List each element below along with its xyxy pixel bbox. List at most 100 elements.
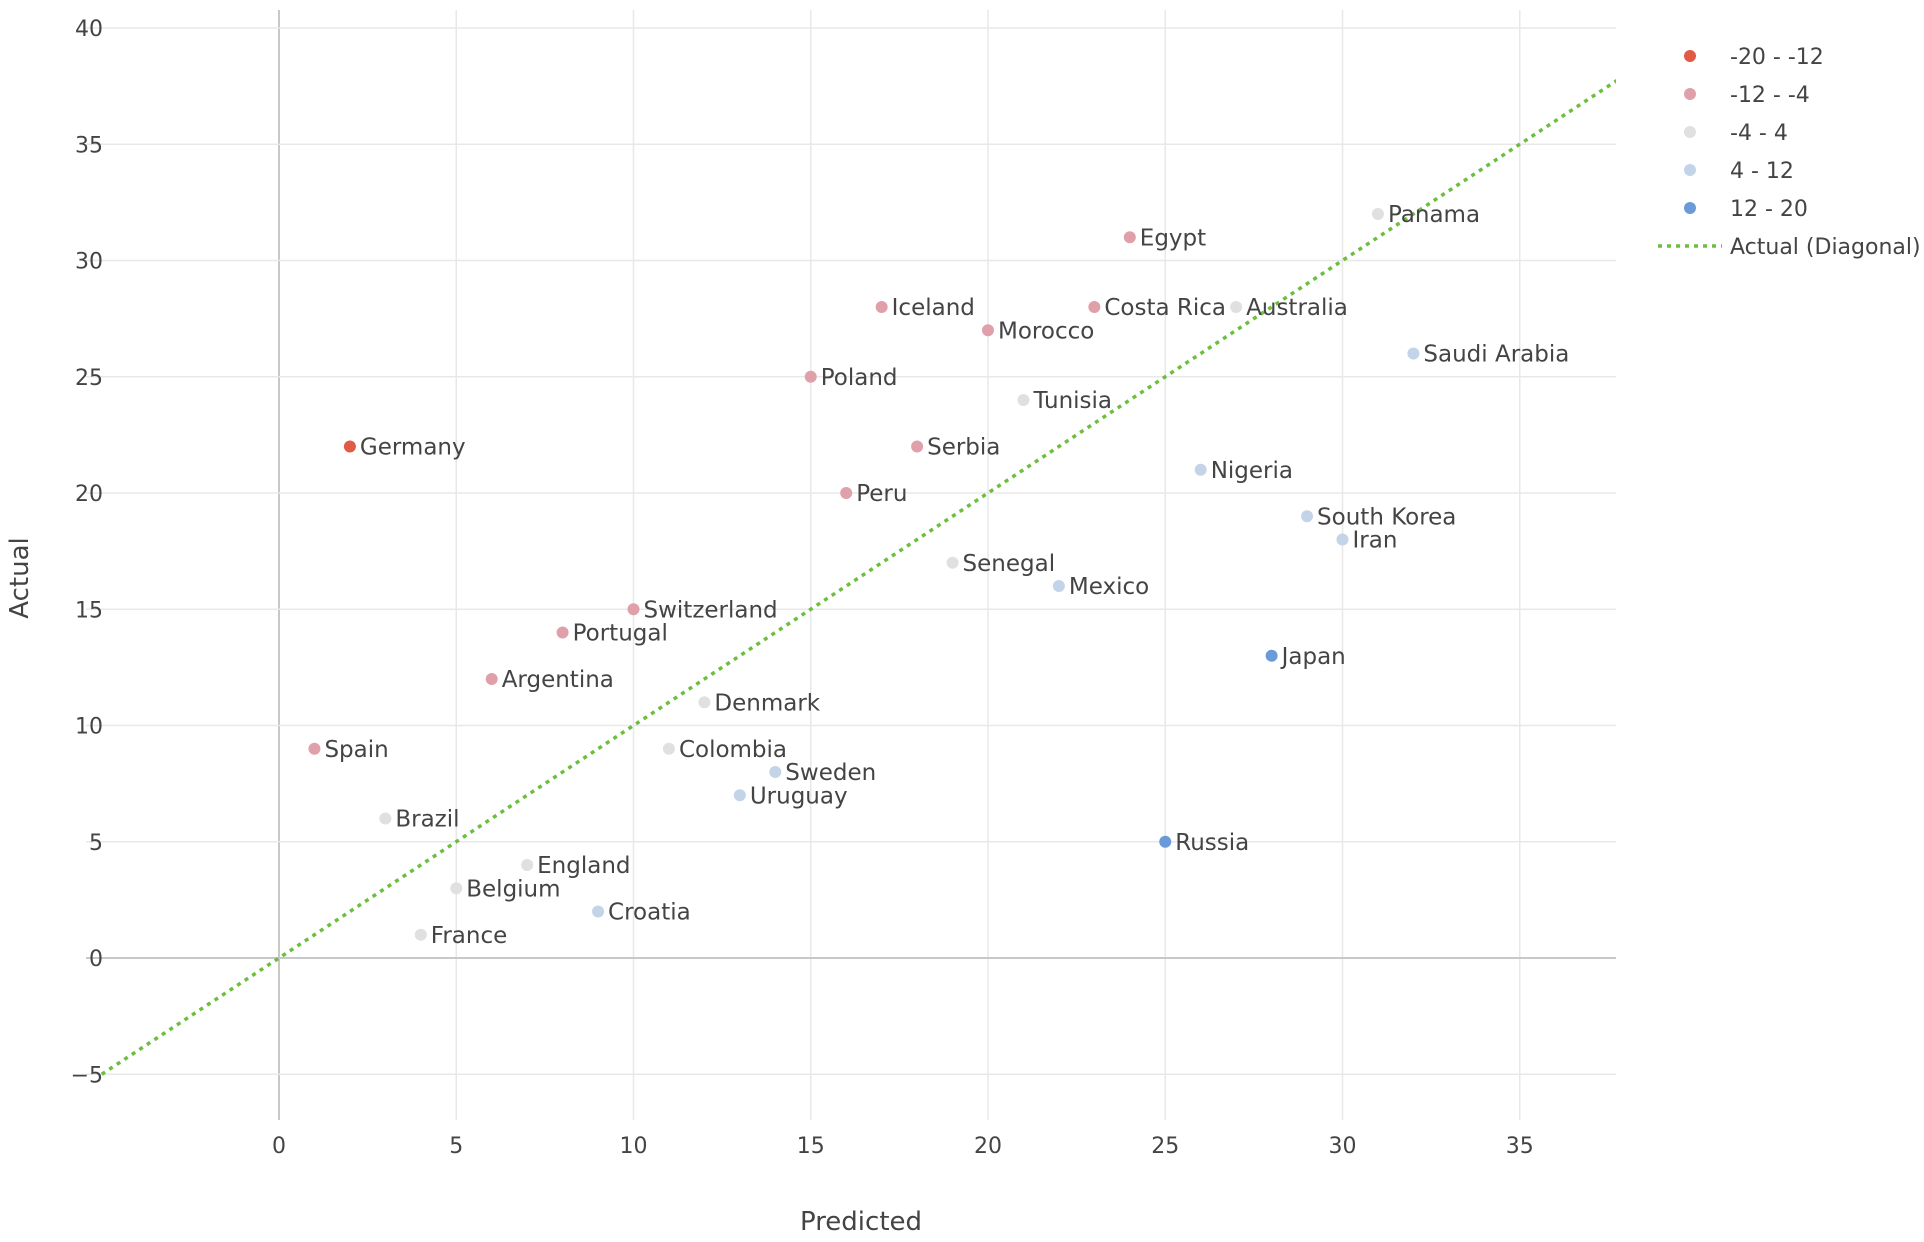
y-tick-label: 30	[75, 250, 103, 275]
point-label: Iceland	[892, 295, 975, 321]
point-label: Croatia	[608, 900, 691, 926]
y-tick-label: 5	[89, 831, 103, 856]
x-tick-label: 20	[974, 1134, 1002, 1159]
diagonal-line	[100, 79, 1616, 1076]
data-point	[450, 882, 463, 895]
legend-marker	[1684, 50, 1696, 62]
point-label: England	[537, 853, 630, 879]
point-label: Portugal	[573, 621, 668, 647]
point-label: Mexico	[1069, 574, 1149, 600]
data-point	[627, 603, 640, 616]
legend-item-label: Actual (Diagonal)	[1730, 235, 1921, 260]
point-label: France	[431, 923, 507, 949]
x-axis-title: Predicted	[800, 1207, 922, 1237]
axis-ticks: 0 5 10 15 20 25 30 35 −5 0 5 10 15 20 25 30 35 40	[71, 17, 1534, 1159]
x-tick-label: 30	[1329, 1134, 1357, 1159]
data-point	[804, 370, 817, 383]
data-point	[592, 905, 605, 918]
point-label: Iran	[1353, 528, 1398, 554]
data-point	[662, 742, 675, 755]
y-axis-title: Actual	[5, 537, 35, 618]
x-tick-label: 15	[797, 1134, 825, 1159]
point-label: Brazil	[395, 807, 459, 833]
point-label: Belgium	[466, 876, 560, 902]
data-point	[911, 440, 924, 453]
data-point	[521, 859, 534, 871]
y-tick-label: 0	[89, 947, 103, 972]
data-point	[1194, 463, 1207, 476]
legend-item-label: 4 - 12	[1730, 159, 1794, 184]
data-point	[1336, 533, 1349, 546]
point-label: Nigeria	[1211, 458, 1293, 484]
legend-marker	[1684, 202, 1696, 214]
data-point	[1265, 649, 1278, 662]
point-label: Panama	[1388, 202, 1480, 228]
diagonal-series-line	[100, 79, 1616, 1076]
point-label: Germany	[360, 435, 466, 461]
data-point	[1088, 301, 1101, 313]
point-label: Argentina	[502, 667, 614, 693]
x-tick-label: 5	[449, 1134, 463, 1159]
point-label: Australia	[1246, 295, 1348, 321]
grid-lines	[86, 10, 1616, 1120]
x-tick-label: 10	[620, 1134, 648, 1159]
data-point	[1230, 301, 1243, 313]
data-points: Germany Egypt Iceland Costa Rica Morocco Pola…	[308, 202, 1569, 949]
point-label: Russia	[1175, 830, 1249, 856]
legend-marker	[1684, 88, 1696, 100]
legend-marker	[1684, 164, 1696, 176]
point-label: Denmark	[714, 690, 820, 716]
y-tick-label: −5	[71, 1063, 103, 1088]
data-point	[946, 556, 959, 569]
data-point	[308, 742, 321, 755]
x-tick-label: 35	[1506, 1134, 1534, 1159]
data-point	[414, 928, 427, 941]
data-point	[1052, 580, 1065, 592]
data-point	[343, 440, 356, 453]
data-point	[769, 766, 782, 778]
data-point	[698, 696, 711, 709]
y-tick-label: 20	[75, 482, 103, 507]
point-label: Costa Rica	[1104, 295, 1226, 321]
point-label: Senegal	[963, 551, 1056, 577]
data-point	[733, 789, 746, 802]
point-label: Spain	[324, 737, 388, 763]
y-tick-label: 25	[75, 366, 103, 391]
legend: -20 - -12 -12 - -4 -4 - 4 4 - 12 12 - 20 Actu…	[1658, 45, 1921, 260]
legend-item-label: -20 - -12	[1730, 45, 1824, 70]
legend-item-label: 12 - 20	[1730, 197, 1808, 222]
data-point	[1159, 835, 1172, 848]
data-point	[840, 487, 853, 499]
data-point	[1301, 510, 1314, 523]
y-tick-label: 35	[75, 133, 103, 158]
point-label: Sweden	[785, 760, 876, 786]
y-tick-label: 40	[75, 17, 103, 42]
data-point	[982, 324, 994, 337]
legend-item-label: -12 - -4	[1730, 83, 1810, 108]
data-point	[1407, 347, 1420, 360]
point-label: Uruguay	[750, 783, 848, 809]
point-label: Egypt	[1140, 225, 1206, 251]
data-point	[485, 673, 498, 685]
point-label: Saudi Arabia	[1423, 342, 1569, 368]
data-point	[1123, 231, 1136, 244]
point-label: Morocco	[998, 318, 1094, 344]
point-label: Poland	[821, 365, 898, 391]
point-label: Japan	[1280, 644, 1346, 670]
y-tick-label: 10	[75, 715, 103, 740]
legend-marker	[1684, 126, 1696, 138]
point-label: Peru	[856, 481, 907, 507]
point-label: Serbia	[927, 435, 1000, 461]
x-tick-label: 25	[1151, 1134, 1179, 1159]
data-point	[556, 626, 569, 639]
point-label: Tunisia	[1032, 388, 1112, 414]
x-tick-label: 0	[272, 1134, 286, 1159]
point-label: South Korea	[1317, 504, 1456, 530]
data-point	[1371, 208, 1384, 220]
data-point	[1017, 394, 1030, 406]
data-point	[379, 812, 392, 825]
point-label: Switzerland	[644, 597, 778, 623]
legend-item-label: -4 - 4	[1730, 121, 1788, 146]
